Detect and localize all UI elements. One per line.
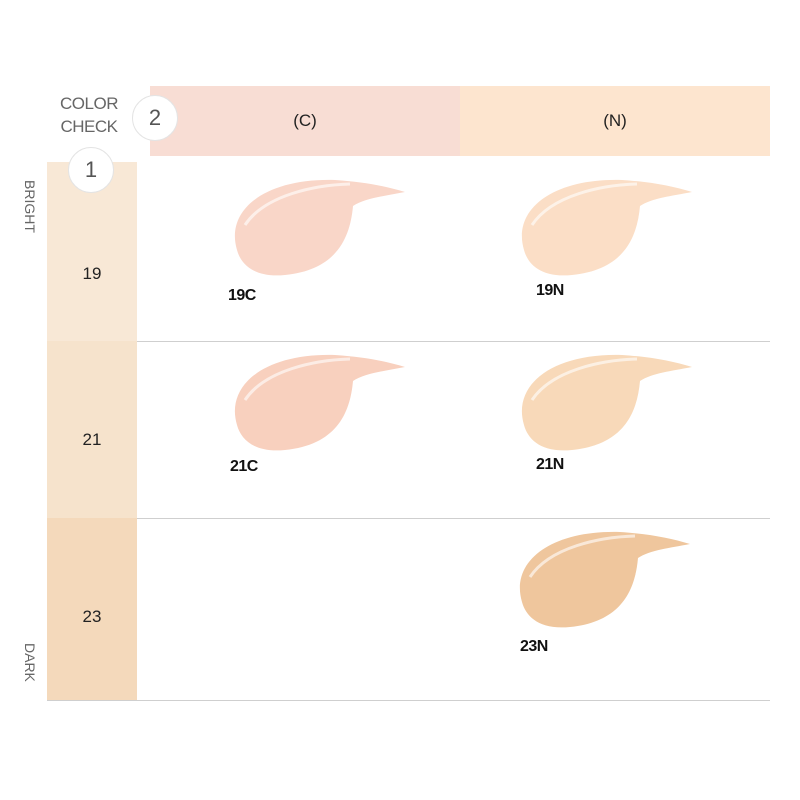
- row-label: 19: [82, 264, 102, 283]
- row-label: 21: [82, 429, 102, 449]
- column-header-c: (C): [150, 86, 460, 156]
- step-1-badge: 1: [68, 147, 114, 193]
- row-label: 23: [82, 606, 102, 626]
- color-check-title: COLOR CHECK: [52, 92, 126, 138]
- row-divider: [137, 341, 770, 342]
- dark-label: DARK: [22, 643, 38, 682]
- column-label: (C): [293, 111, 317, 130]
- bright-label: BRIGHT: [22, 180, 38, 233]
- title-line-2: CHECK: [60, 117, 118, 136]
- row-divider: [137, 518, 770, 519]
- swatch-21c: [234, 354, 405, 451]
- step-2-badge: 2: [132, 95, 178, 141]
- swatch-label: 19N: [536, 282, 564, 299]
- title-line-1: COLOR: [60, 94, 118, 113]
- step-number: 1: [84, 157, 98, 182]
- step-number: 2: [148, 105, 162, 130]
- column-header-n: (N): [460, 86, 770, 156]
- column-label: (N): [603, 111, 627, 130]
- swatch-label: 19C: [228, 287, 256, 304]
- swatch-19n: [521, 179, 692, 276]
- row-divider: [47, 700, 770, 701]
- row-header-23: 23: [47, 518, 137, 700]
- swatch-label: 21C: [230, 458, 258, 475]
- swatch-21n: [521, 354, 692, 451]
- swatch-23n: [519, 531, 690, 628]
- swatch-19c: [234, 179, 405, 276]
- swatch-label: 23N: [520, 638, 548, 655]
- swatch-label: 21N: [536, 456, 564, 473]
- row-header-21: 21: [47, 341, 137, 518]
